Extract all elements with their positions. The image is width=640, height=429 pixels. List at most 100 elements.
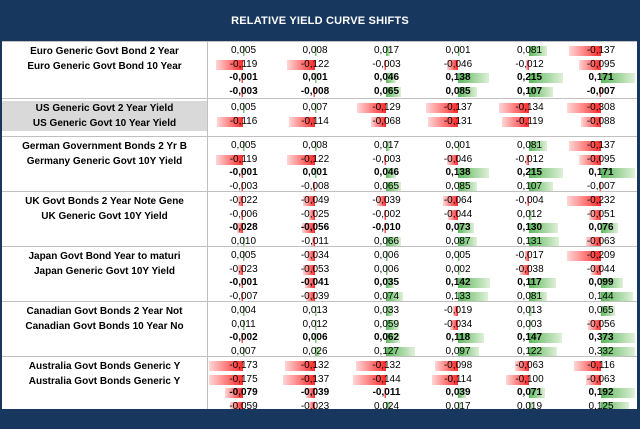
value-cell: 0,085 (423, 85, 494, 99)
value-cell: 0,012 (280, 318, 351, 332)
value-text: -0,007 (586, 180, 616, 192)
data-row: 0,005 0,008 0,017 0,001 0,081 -0,137 (208, 44, 637, 58)
positive-bar (314, 346, 321, 357)
positive-bar (457, 264, 460, 275)
negative-bar (288, 116, 315, 127)
value-cell: 0,005 (423, 249, 494, 263)
value-cell: 0,006 (351, 249, 422, 263)
negative-bar (370, 116, 386, 127)
data-row: -0,116 -0,114 -0,068 -0,131 -0,119 -0,088 (208, 115, 637, 129)
value-text: -0,041 (300, 277, 330, 288)
negative-bar (598, 86, 601, 97)
value-cell: -0,056 (280, 221, 351, 235)
value-text: 0,001 (302, 72, 328, 83)
negative-bar (383, 223, 386, 233)
data-row: -0,002 0,006 0,062 0,118 0,147 0,373 (208, 331, 637, 345)
positive-bar (457, 86, 477, 97)
value-cell: -0,011 (280, 235, 351, 249)
value-text: -0,012 (515, 58, 544, 70)
value-text: 0,059 (373, 318, 400, 330)
negative-bar (308, 209, 315, 220)
value-cell: -0,011 (351, 386, 422, 400)
value-cell: 0,004 (208, 304, 279, 318)
value-cell: -0,232 (566, 194, 637, 208)
value-text: -0,002 (372, 208, 401, 220)
value-text: -0,134 (515, 102, 544, 113)
positive-bar (386, 46, 390, 56)
value-cell: -0,119 (208, 153, 279, 167)
value-cell: -0,003 (351, 153, 422, 167)
data-row: -0,028 -0,056 -0,010 0,073 0,130 0,076 (208, 221, 637, 235)
positive-bar (386, 346, 415, 357)
series-label: Canadian Govt Bonds 2 Year Not (26, 306, 183, 317)
negative-bar (514, 361, 529, 371)
negative-bar (284, 361, 315, 371)
negative-bar (209, 374, 243, 385)
positive-bar (243, 103, 245, 113)
series-label: US Generic Govt 2 Year Yield (2, 101, 207, 116)
value-cell: 0,046 (351, 166, 422, 180)
value-cell: 0,099 (566, 276, 637, 290)
negative-bar (435, 361, 458, 371)
data-row: -0,001 0,001 0,046 0,138 0,215 0,171 (208, 71, 637, 85)
value-text: -0,095 (586, 153, 616, 165)
value-cell: 0,005 (208, 101, 279, 115)
negative-bar (238, 196, 243, 206)
positive-bar (529, 236, 559, 247)
value-cell: -0,064 (423, 194, 494, 208)
negative-bar (209, 361, 243, 371)
positive-bar (529, 401, 534, 412)
value-text: 0,013 (302, 305, 328, 316)
value-text: 0,039 (445, 387, 471, 398)
value-cell: 0,065 (566, 304, 637, 318)
value-cell: -0,131 (423, 115, 494, 129)
value-text: -0,034 (443, 318, 473, 330)
value-text: -0,132 (372, 360, 401, 371)
negative-bar (506, 374, 529, 385)
value-text: -0,028 (229, 222, 258, 233)
value-cell: 0,373 (566, 331, 637, 345)
data-row: -0,059 -0,023 0,024 0,017 0,019 0,125 (208, 400, 637, 414)
value-cell: -0,119 (494, 115, 565, 129)
negative-bar (312, 86, 315, 97)
value-cell: 0,107 (494, 85, 565, 99)
left-border (0, 41, 2, 409)
value-cell: -0,004 (494, 194, 565, 208)
data-row: 0,005 0,007 -0,129 -0,137 -0,134 -0,308 (208, 101, 637, 115)
negative-bar (520, 264, 529, 275)
positive-bar (386, 168, 397, 178)
series-label: Euro Generic Govt Bond 2 Year (30, 46, 179, 57)
value-cell: -0,132 (351, 359, 422, 373)
series-label: German Government Bonds 2 Yr B (22, 141, 187, 152)
group-block: Australia Govt Bonds Generic Y Australia … (2, 356, 637, 412)
positive-bar (386, 401, 392, 412)
value-text: -0,144 (372, 373, 401, 385)
value-cell: -0,068 (351, 115, 422, 129)
value-text: 0,107 (516, 85, 543, 97)
value-cell: -0,044 (423, 208, 494, 222)
group-block: Euro Generic Govt Bond 2 Year Euro Generi… (2, 41, 637, 99)
value-cell: 0,007 (208, 345, 279, 359)
value-text: -0,006 (229, 208, 258, 220)
value-text: 0,001 (445, 45, 471, 56)
value-cell: -0,041 (280, 276, 351, 290)
value-text: 0,133 (445, 290, 471, 302)
negative-bar (588, 209, 601, 220)
positive-bar (457, 346, 480, 357)
value-cell: 0,127 (351, 345, 422, 359)
value-cell: -0,114 (280, 115, 351, 129)
negative-bar (578, 59, 601, 70)
value-cell: -0,001 (208, 71, 279, 85)
positive-bar (600, 168, 635, 178)
negative-bar (356, 103, 386, 113)
value-cell: 0,012 (494, 208, 565, 222)
value-text: -0,116 (229, 115, 258, 127)
negative-bar (431, 374, 458, 385)
positive-bar (457, 236, 478, 247)
value-cell: 0,039 (423, 386, 494, 400)
negative-bar (526, 59, 529, 70)
positive-bar (314, 73, 317, 83)
series-label: Canadian Govt Bonds 10 Year No (25, 321, 184, 332)
negative-bar (525, 251, 529, 261)
